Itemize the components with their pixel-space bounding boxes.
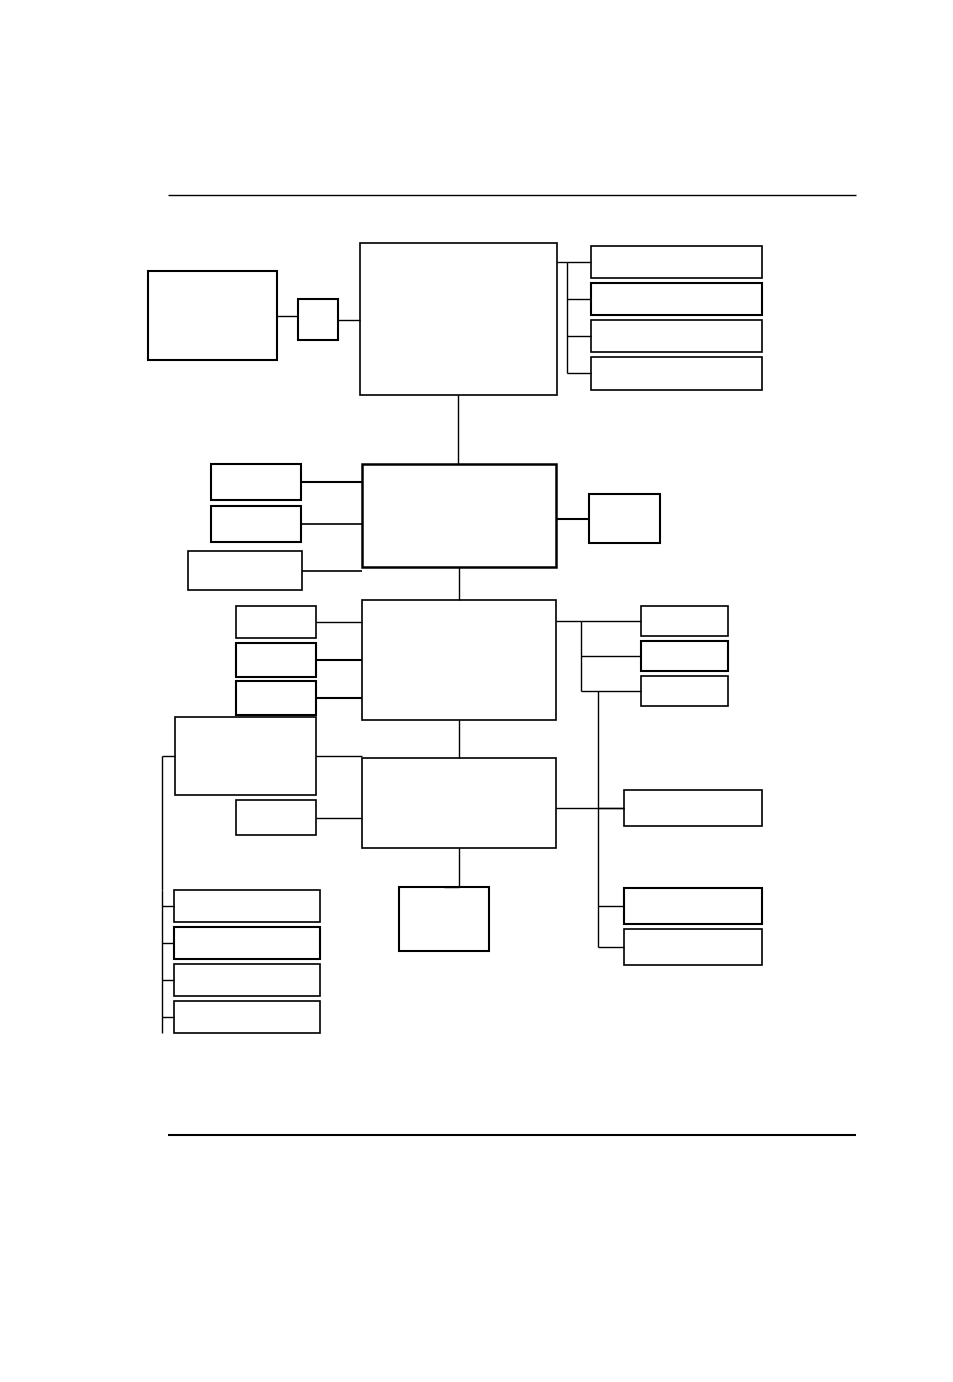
Bar — [148, 271, 276, 359]
Bar — [361, 757, 556, 849]
Bar — [235, 681, 315, 714]
Bar — [173, 965, 319, 996]
Bar — [235, 800, 315, 835]
Bar — [361, 600, 556, 720]
Bar — [211, 464, 301, 500]
Bar — [590, 246, 761, 278]
Bar — [188, 551, 302, 590]
Bar — [235, 643, 315, 677]
Bar — [590, 283, 761, 315]
Bar — [623, 791, 761, 826]
Bar — [173, 890, 319, 922]
Bar — [297, 299, 337, 340]
Bar — [640, 605, 727, 636]
Bar — [361, 464, 556, 567]
Bar — [235, 605, 315, 638]
Bar — [640, 641, 727, 672]
Bar — [398, 887, 489, 951]
Bar — [173, 927, 319, 959]
Bar — [623, 889, 761, 925]
Bar — [640, 676, 727, 706]
Bar — [588, 493, 659, 543]
Bar — [359, 243, 557, 395]
Bar — [211, 506, 301, 542]
Bar — [590, 321, 761, 352]
Bar — [173, 1001, 319, 1032]
Bar — [623, 929, 761, 965]
Bar — [174, 717, 315, 795]
Bar — [590, 357, 761, 390]
